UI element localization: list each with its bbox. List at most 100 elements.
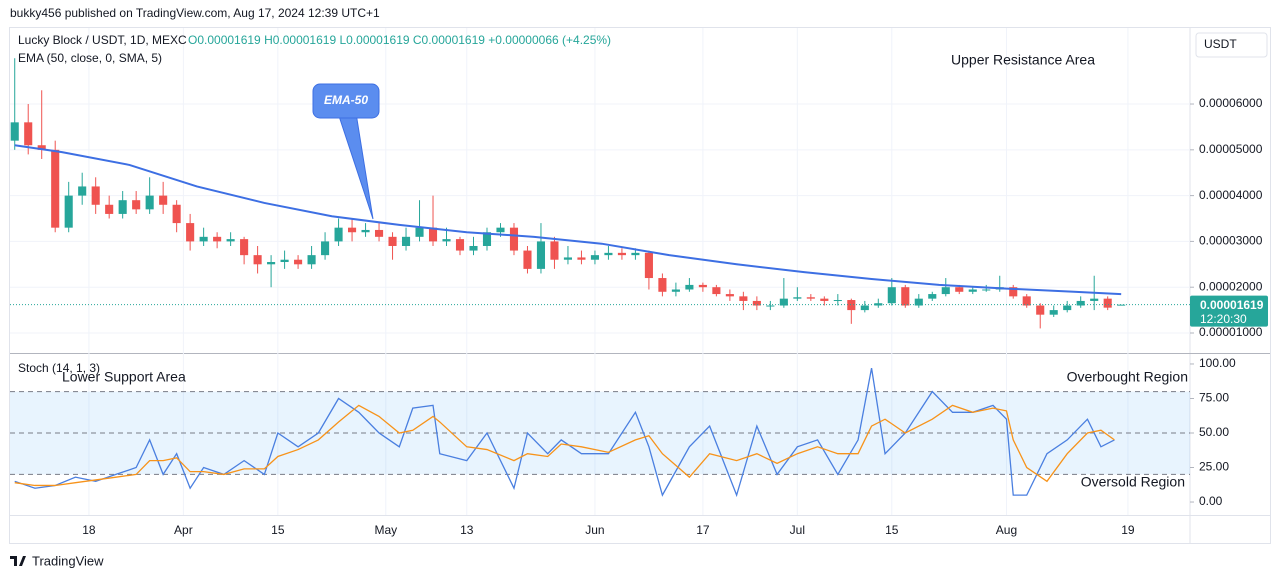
last-price-label: 0.00001619 [1200, 298, 1264, 312]
candle-body [267, 262, 276, 265]
candle-body [617, 252, 626, 256]
candle-body [10, 122, 19, 141]
candle-body [348, 227, 357, 233]
y-tick-label: 0.00 [1199, 494, 1223, 508]
candle-body [226, 239, 235, 242]
candle-body [928, 294, 937, 299]
candle-body [1117, 304, 1126, 306]
candle-body [415, 227, 424, 237]
candle-body [860, 305, 869, 311]
candle-body [334, 227, 343, 242]
candle-body [401, 236, 411, 246]
candle-body [725, 294, 734, 297]
symbol-legend: Lucky Block / USDT, 1D, MEXC [18, 33, 187, 47]
candle-body [64, 195, 73, 228]
candle-body [307, 255, 316, 265]
y-tick-label: 0.00004000 [1199, 188, 1263, 202]
candle-body [469, 245, 478, 251]
candle-body [1103, 298, 1112, 308]
ema-line [14, 144, 1122, 296]
candle-body [1036, 305, 1045, 315]
x-tick-label: Aug [996, 523, 1017, 537]
x-tick-label: 18 [82, 523, 96, 537]
candle-body [1076, 300, 1085, 306]
candle-body [550, 241, 559, 260]
footer-logo: TradingView [10, 553, 104, 568]
candle-body [145, 195, 154, 210]
y-tick-label: 0.00003000 [1199, 234, 1263, 248]
ema-legend: EMA (50, close, 0, SMA, 5) [18, 51, 162, 65]
candle-body [172, 204, 181, 224]
y-tick-label: 0.00005000 [1199, 142, 1263, 156]
candle-body [523, 250, 532, 269]
x-tick-label: May [374, 523, 397, 537]
candle-body [509, 227, 519, 251]
x-tick-label: 15 [271, 523, 285, 537]
candle-body [361, 229, 370, 233]
candle-body [159, 195, 168, 205]
x-tick-label: 17 [696, 523, 710, 537]
x-tick-label: Jul [790, 523, 805, 537]
candle-body [455, 239, 465, 251]
last-price-box [1190, 295, 1268, 327]
candle-body [779, 298, 788, 306]
candle-body [968, 289, 977, 292]
candle-body [671, 289, 680, 292]
candle-body [51, 149, 60, 228]
candle-body [901, 287, 910, 306]
candle-body [685, 284, 694, 290]
candle-body [78, 186, 87, 196]
ohlc-legend: O0.00001619 H0.00001619 L0.00001619 C0.0… [188, 33, 611, 47]
y-tick-label: 25.00 [1199, 460, 1229, 474]
candle-body [536, 241, 546, 269]
candle-body [496, 227, 505, 233]
candle-body [118, 200, 127, 214]
annotation: Overbought Region [1067, 369, 1188, 385]
candle-body [739, 296, 748, 301]
y-tick-label: 0.00002000 [1199, 279, 1263, 293]
countdown-label: 12:20:30 [1200, 312, 1247, 326]
candle-body [590, 255, 599, 260]
y-tick-label: 0.00001000 [1199, 325, 1263, 339]
candle-body [833, 300, 842, 302]
candle-body [631, 252, 640, 256]
candle-body [887, 287, 896, 304]
candle-body [253, 255, 262, 265]
candle-body [186, 223, 195, 242]
candle-body [482, 232, 492, 246]
candle-body [199, 236, 208, 242]
candle-body [428, 227, 438, 242]
candle-body [658, 278, 667, 292]
callout-box [312, 83, 380, 119]
candle-body [914, 298, 923, 306]
candle-body [321, 241, 330, 256]
x-tick-label: Jun [585, 523, 604, 537]
candle-body [91, 186, 100, 205]
candle-body [442, 239, 451, 242]
y-tick-label: 50.00 [1199, 425, 1229, 439]
annotation: Upper Resistance Area [951, 52, 1095, 68]
candle-body [132, 200, 141, 210]
stoch-line [14, 367, 1115, 498]
candle-body [563, 257, 573, 260]
currency-label[interactable]: USDT [1204, 37, 1237, 51]
candle-body [37, 145, 46, 150]
candle-body [374, 229, 384, 237]
y-tick-label: 100.00 [1199, 356, 1236, 370]
candle-body [388, 236, 397, 246]
candle-body [1009, 287, 1018, 297]
frame [9, 27, 1271, 544]
x-tick-label: 19 [1121, 523, 1135, 537]
publish-info: bukky456 published on TradingView.com, A… [10, 6, 380, 20]
stoch-line [14, 404, 1115, 487]
currency-button[interactable] [1195, 32, 1268, 58]
candle-body [698, 284, 707, 288]
candle-body [766, 305, 775, 307]
candle-body [644, 252, 653, 279]
candle-body [294, 259, 303, 265]
candle-body [752, 300, 761, 306]
candle-body [1049, 310, 1058, 315]
candle-body [105, 204, 114, 214]
